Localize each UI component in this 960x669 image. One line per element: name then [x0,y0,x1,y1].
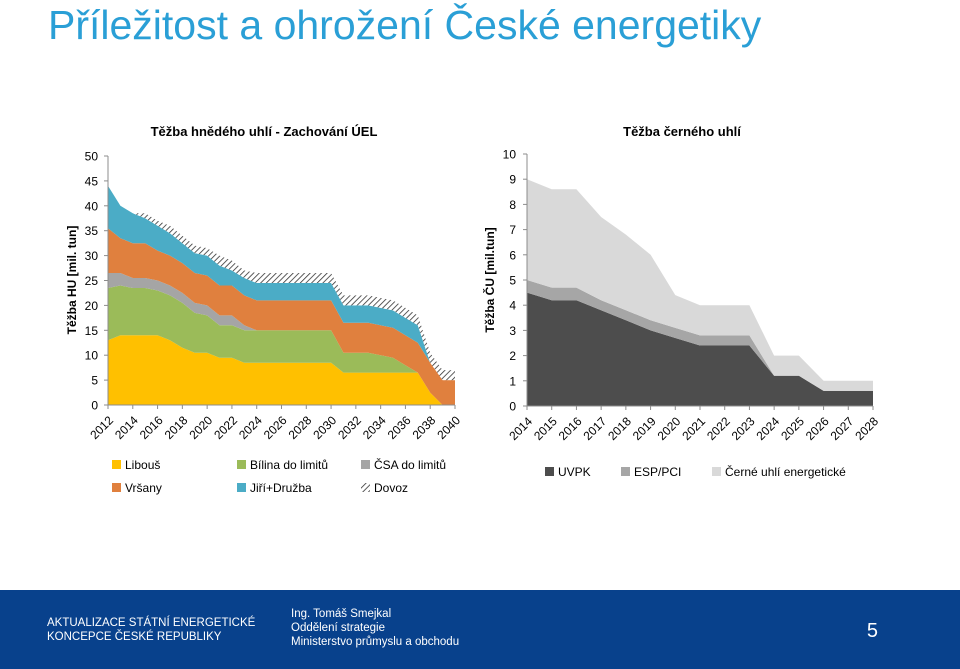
legend-energeticke-label: Černé uhlí energetické [725,464,846,479]
x-tick-label: 2040 [434,413,463,442]
x-tick-label: 2030 [310,413,339,442]
x-tick-label: 2017 [580,414,609,443]
legend-uvpk-swatch [545,467,554,476]
series-libous-area [108,335,455,405]
footer-author-name: Ing. Tomáš Smejkal [291,608,392,620]
legend-esp-pci-label: ESP/PCI [634,465,681,479]
footer-bar: AKTUALIZACE STÁTNÍ ENERGETICKÉ KONCEPCE … [0,590,960,669]
series-vrsany-area [108,228,455,405]
x-tick-label: 2018 [605,414,634,443]
legend-uvpk-label: UVPK [558,465,591,479]
x-tick-label: 2024 [753,414,782,443]
y-tick-label: 9 [509,173,516,187]
y-tick-label: 50 [85,150,99,164]
y-tick-label: 35 [85,224,99,238]
y-tick-label: 10 [85,349,99,363]
x-tick-label: 2038 [410,413,439,442]
y-tick-label: 2 [509,349,516,363]
y-axis-label: Těžba HU [mil. tun] [65,226,79,335]
x-tick-label: 2036 [385,413,414,442]
footer-author-dept: Oddělení strategie [291,622,385,634]
legend-libous-label: Libouš [125,458,160,472]
y-tick-label: 5 [91,374,98,388]
x-tick-label: 2027 [828,414,857,443]
y-tick-label: 45 [85,174,99,188]
chart-title: Těžba hnědého uhlí - Zachování ÚEL [151,124,378,139]
chart-title: Těžba černého uhlí [623,124,741,139]
y-tick-label: 10 [503,148,517,162]
y-tick-label: 4 [509,299,516,313]
y-tick-label: 3 [509,324,516,338]
x-tick-label: 2022 [704,414,733,443]
legend-vrsany-swatch [112,483,121,492]
legend-esp-pci-swatch [621,467,630,476]
series-uvpk-area [527,292,873,406]
y-tick-label: 40 [85,199,99,213]
x-tick-label: 2014 [506,414,535,443]
series-csa-area [108,273,455,405]
page-title: Příležitost a ohrožení České energetiky [48,2,762,48]
y-tick-label: 30 [85,249,99,263]
footer-author-ministry: Ministerstvo průmyslu a obchodu [291,636,460,648]
x-tick-label: 2026 [803,414,832,443]
x-tick-label: 2021 [679,414,708,443]
x-tick-label: 2025 [778,414,807,443]
footer-org: AKTUALIZACE STÁTNÍ ENERGETICKÉ KONCEPCE … [47,616,255,644]
legend-csa-swatch [361,460,370,469]
legend-dovoz-swatch [361,483,370,492]
y-tick-label: 1 [509,374,516,388]
footer-org-line1: AKTUALIZACE STÁTNÍ ENERGETICKÉ [47,617,256,629]
series-bilina-area [108,285,455,405]
x-tick-label: 2012 [87,413,116,442]
x-tick-label: 2024 [236,413,265,442]
x-tick-label: 2032 [335,413,364,442]
page-number: 5 [866,620,878,642]
y-tick-label: 6 [509,248,516,262]
y-tick-label: 0 [509,400,516,414]
legend-vrsany-label: Vršany [125,481,162,495]
legend-bilina-swatch [237,460,246,469]
x-tick-label: 2014 [112,413,141,442]
y-axis-label: Těžba ČU [mil.tun] [482,227,497,332]
footer-org-line2: KONCEPCE ČESKÉ REPUBLIKY [47,631,222,643]
y-tick-label: 8 [509,198,516,212]
legend-jiri-druzba-label: Jiří+Družba [250,481,312,495]
y-tick-label: 15 [85,324,99,338]
x-tick-label: 2034 [360,413,389,442]
footer-author: Ing. Tomáš Smejkal Oddělení strategie Mi… [291,607,459,649]
y-tick-label: 7 [509,223,516,237]
x-tick-label: 2022 [211,413,240,442]
charts-canvas: Těžba hnědého uhlí - Zachování ÚEL Těžba… [65,124,881,495]
x-tick-label: 2020 [186,413,215,442]
x-tick-label: 2016 [556,414,585,443]
black-coal-chart: Těžba černého uhlí Těžba ČU [mil.tun] 0 1… [482,124,881,479]
y-tick-label: 5 [509,274,516,288]
legend-csa-label: ČSA do limitů [374,457,446,472]
series-esp-pci-area [527,280,873,391]
y-tick-label: 25 [85,274,99,288]
x-tick-label: 2020 [655,414,684,443]
x-tick-label: 2018 [162,413,191,442]
series-dovoz-area [108,185,455,381]
legend-energeticke-swatch [712,467,721,476]
x-tick-label: 2028 [852,414,881,443]
x-tick-label: 2016 [137,413,166,442]
x-tick-label: 2019 [630,414,659,443]
y-tick-label: 0 [91,399,98,413]
series-energeticke-area [527,179,873,391]
x-tick-label: 2023 [729,414,758,443]
y-tick-label: 20 [85,299,99,313]
legend-libous-swatch [112,460,121,469]
x-tick-label: 2015 [531,414,560,443]
x-tick-label: 2028 [286,413,315,442]
legend-bilina-label: Bílina do limitů [250,458,328,472]
brown-coal-chart: Těžba hnědého uhlí - Zachování ÚEL Těžba… [65,124,463,495]
legend-jiri-druzba-swatch [237,483,246,492]
legend-dovoz-label: Dovoz [374,481,408,495]
x-tick-label: 2026 [261,413,290,442]
